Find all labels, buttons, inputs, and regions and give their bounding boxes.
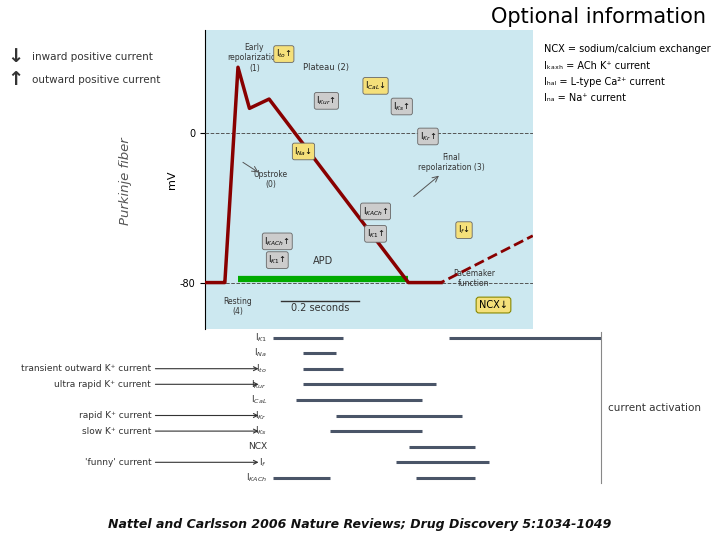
Text: ultra rapid K⁺ current: ultra rapid K⁺ current (55, 380, 151, 389)
Text: I$_{to}$↑: I$_{to}$↑ (276, 48, 292, 60)
Text: Plateau (2): Plateau (2) (304, 63, 349, 72)
Text: I$_{Kur}$↑: I$_{Kur}$↑ (316, 94, 336, 107)
Text: I$_{Na}$↓: I$_{Na}$↓ (294, 145, 312, 158)
Text: I$_{Kr}$: I$_{Kr}$ (256, 409, 267, 422)
Text: NCX: NCX (248, 442, 267, 451)
Text: I$_{K1}$↑: I$_{K1}$↑ (269, 254, 286, 266)
Text: Early
repolarization
(1): Early repolarization (1) (228, 43, 281, 72)
Text: slow K⁺ current: slow K⁺ current (82, 427, 151, 436)
Text: I$_{Na}$: I$_{Na}$ (254, 347, 267, 359)
Y-axis label: mV: mV (167, 170, 177, 189)
Text: outward positive current: outward positive current (32, 75, 160, 85)
Text: NCX = sodium/calcium exchanger: NCX = sodium/calcium exchanger (544, 44, 710, 53)
Text: Purkinje fiber: Purkinje fiber (120, 137, 132, 225)
Text: I$_{Ks}$↑: I$_{Ks}$↑ (393, 100, 410, 113)
Text: I$_f$↓: I$_f$↓ (458, 224, 470, 237)
Text: APD: APD (313, 256, 333, 266)
Text: 'funny' current: 'funny' current (84, 458, 151, 467)
Text: Iₖₐₓₕ = ACh K⁺ current: Iₖₐₓₕ = ACh K⁺ current (544, 61, 649, 71)
Text: Optional information: Optional information (490, 7, 706, 28)
Text: Nattel and Carlsson 2006 Nature Reviews; Drug Discovery 5:1034-1049: Nattel and Carlsson 2006 Nature Reviews;… (108, 518, 612, 531)
Text: NCX↓: NCX↓ (479, 300, 508, 310)
Text: I$_{to}$: I$_{to}$ (256, 362, 267, 375)
Text: 0.2 seconds: 0.2 seconds (291, 302, 349, 313)
Text: Upstroke
(0): Upstroke (0) (253, 170, 288, 189)
Text: I$_{KACh}$: I$_{KACh}$ (246, 471, 267, 484)
Text: Pacemaker
function: Pacemaker function (453, 269, 495, 288)
Text: Iₙₐ = Na⁺ current: Iₙₐ = Na⁺ current (544, 93, 626, 103)
Text: transient outward K⁺ current: transient outward K⁺ current (21, 364, 151, 373)
Text: current activation: current activation (608, 403, 701, 413)
Text: I$_{K1}$: I$_{K1}$ (255, 331, 267, 344)
Text: I$_{Kr}$↑: I$_{Kr}$↑ (420, 130, 436, 143)
Text: I$_{CaL}$: I$_{CaL}$ (251, 394, 267, 406)
Text: ↓: ↓ (8, 47, 24, 66)
Text: I$_{Kur}$: I$_{Kur}$ (251, 378, 267, 390)
Text: I$_f$: I$_f$ (259, 456, 267, 469)
Text: I$_{K1}$↑: I$_{K1}$↑ (366, 228, 384, 240)
Text: inward positive current: inward positive current (32, 52, 153, 62)
Text: I$_{CaL}$↓: I$_{CaL}$↓ (365, 79, 386, 92)
Text: I$_{KACh}$↑: I$_{KACh}$↑ (264, 235, 290, 248)
Text: Resting
(4): Resting (4) (224, 297, 252, 316)
Text: Iₕₐₗ = L-type Ca²⁺ current: Iₕₐₗ = L-type Ca²⁺ current (544, 77, 665, 87)
Text: rapid K⁺ current: rapid K⁺ current (78, 411, 151, 420)
Text: Final
repolarization (3): Final repolarization (3) (418, 153, 485, 172)
Text: ↑: ↑ (8, 70, 24, 90)
Text: I$_{KACh}$↑: I$_{KACh}$↑ (363, 205, 389, 218)
Text: I$_{Ks}$: I$_{Ks}$ (255, 425, 267, 437)
